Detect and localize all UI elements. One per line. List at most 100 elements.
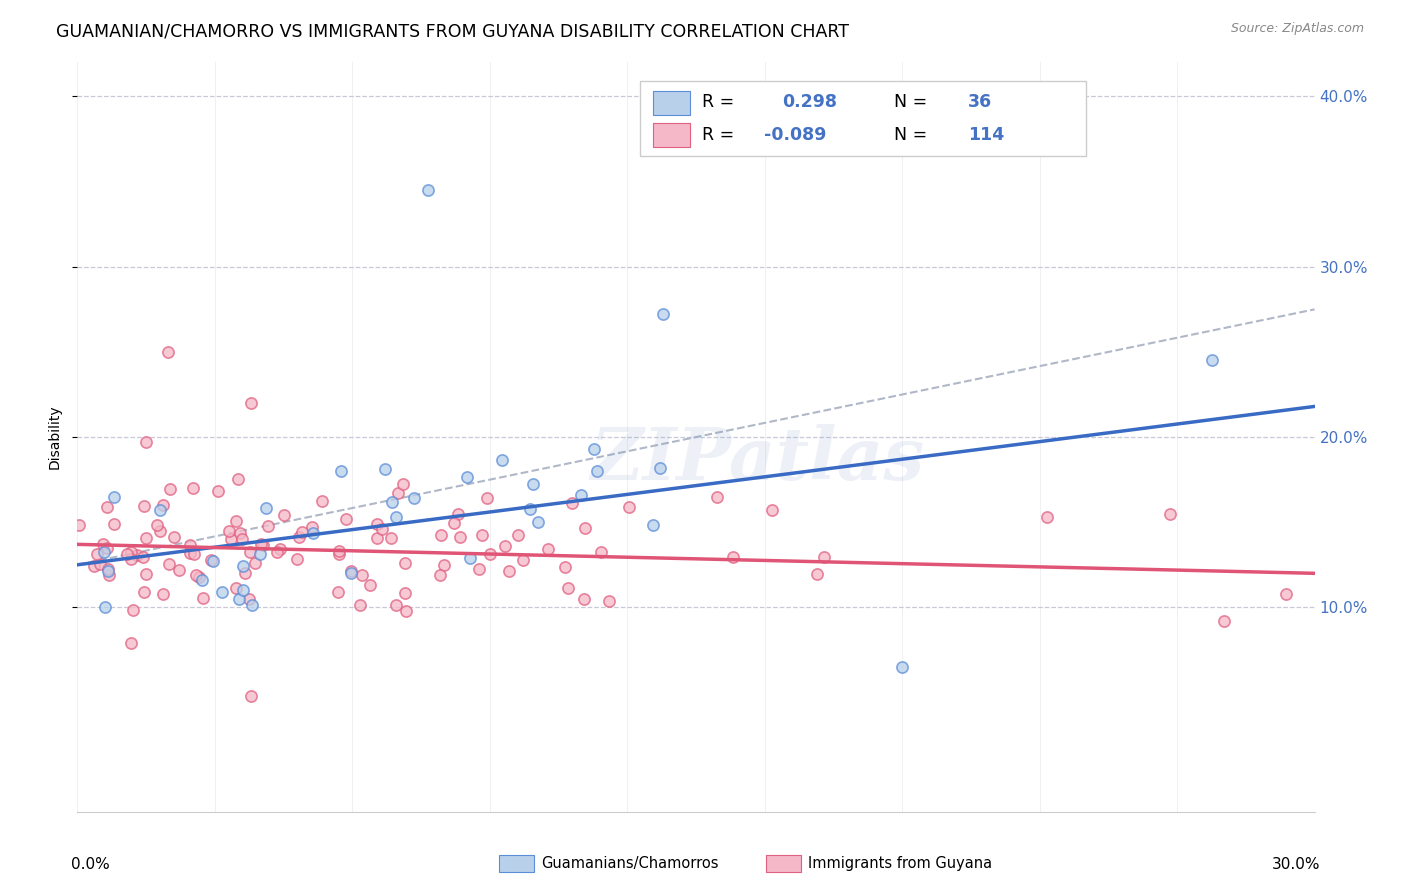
Y-axis label: Disability: Disability [48, 405, 62, 469]
Point [527, 516, 550, 530]
Point [569, 488, 592, 502]
Point [339, 564, 361, 578]
Point [266, 545, 288, 559]
Point [498, 564, 520, 578]
Point [374, 461, 396, 475]
Point [561, 495, 583, 509]
Point [200, 553, 222, 567]
Point [97, 564, 120, 578]
Point [273, 508, 295, 522]
Text: N =: N = [894, 126, 927, 145]
Point [226, 472, 249, 486]
Point [395, 604, 418, 618]
Point [447, 508, 470, 522]
Point [211, 585, 233, 599]
Point [619, 500, 641, 514]
Point [352, 568, 374, 582]
Point [340, 566, 363, 581]
Point [508, 528, 530, 542]
Point [135, 567, 157, 582]
Point [468, 562, 491, 576]
Point [1201, 353, 1223, 368]
Text: R =: R = [702, 126, 734, 145]
Point [122, 603, 145, 617]
Point [706, 490, 728, 504]
Point [301, 520, 323, 534]
Point [219, 532, 242, 546]
Point [1212, 614, 1234, 628]
Point [449, 530, 471, 544]
Point [245, 556, 267, 570]
Point [494, 539, 516, 553]
Point [394, 585, 416, 599]
Point [96, 541, 118, 555]
Point [328, 544, 350, 558]
Point [458, 551, 481, 566]
Point [238, 591, 260, 606]
Point [67, 517, 90, 532]
Point [135, 435, 157, 450]
Point [287, 530, 309, 544]
Point [537, 541, 560, 556]
Point [443, 516, 465, 530]
Point [225, 514, 247, 528]
Text: 36: 36 [969, 93, 993, 112]
Point [381, 495, 404, 509]
Point [252, 538, 274, 552]
Point [257, 519, 280, 533]
FancyBboxPatch shape [652, 123, 690, 147]
Point [239, 396, 262, 410]
Point [97, 568, 120, 582]
Text: 0.298: 0.298 [783, 93, 838, 112]
Point [269, 541, 291, 556]
Point [218, 524, 240, 538]
Point [187, 570, 209, 584]
Point [103, 491, 125, 505]
Point [240, 599, 263, 613]
Text: R =: R = [702, 93, 734, 112]
Point [589, 545, 612, 559]
Point [191, 591, 214, 606]
Point [806, 567, 828, 582]
Point [1035, 510, 1057, 524]
Point [416, 183, 439, 197]
Point [371, 522, 394, 536]
Point [360, 577, 382, 591]
Point [721, 550, 744, 565]
Point [132, 550, 155, 565]
Point [456, 469, 478, 483]
Point [179, 538, 201, 552]
Point [120, 545, 142, 559]
Point [93, 545, 115, 559]
Point [202, 553, 225, 567]
Point [239, 545, 262, 559]
Text: Immigrants from Guyana: Immigrants from Guyana [808, 856, 993, 871]
Point [394, 556, 416, 570]
Point [152, 498, 174, 512]
Point [96, 500, 118, 515]
Point [643, 517, 665, 532]
Point [169, 563, 191, 577]
Point [157, 345, 180, 359]
FancyBboxPatch shape [640, 81, 1085, 156]
Point [93, 599, 115, 614]
Point [97, 561, 120, 575]
Point [311, 494, 333, 508]
Point [184, 568, 207, 582]
Point [598, 593, 620, 607]
Point [392, 477, 415, 491]
Point [429, 567, 451, 582]
Point [232, 558, 254, 573]
Text: Source: ZipAtlas.com: Source: ZipAtlas.com [1230, 22, 1364, 36]
Point [249, 547, 271, 561]
Point [183, 547, 205, 561]
Point [366, 531, 388, 545]
Point [249, 537, 271, 551]
Point [117, 548, 139, 562]
Point [402, 491, 425, 506]
Point [761, 503, 783, 517]
Point [574, 521, 596, 535]
Point [179, 546, 201, 560]
Point [149, 524, 172, 538]
Point [229, 526, 252, 541]
